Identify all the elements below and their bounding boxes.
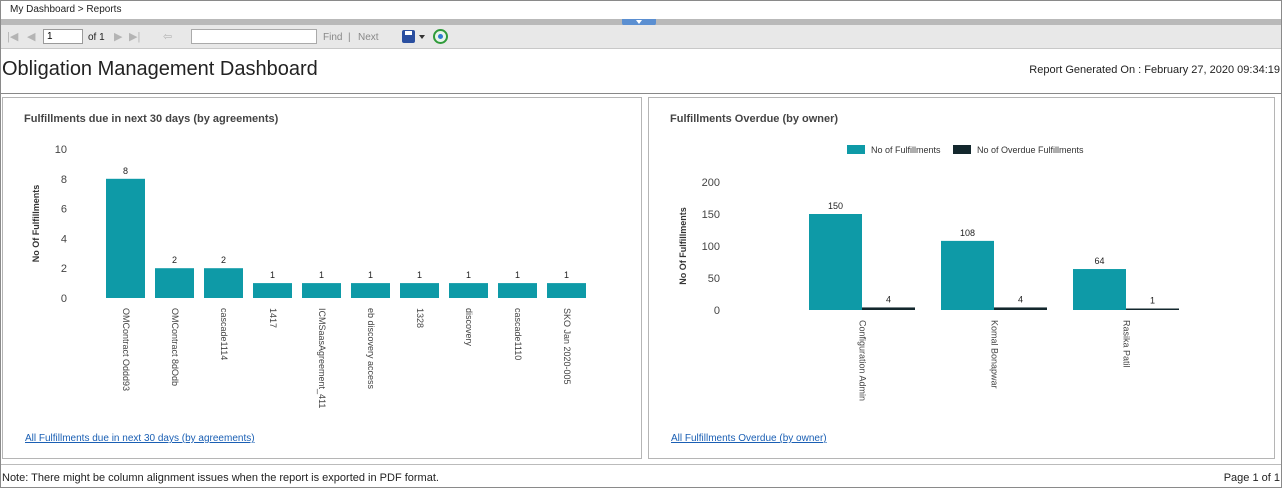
refresh-icon[interactable]	[433, 29, 448, 44]
bar	[351, 283, 390, 298]
panel-title: Fulfillments due in next 30 days (by agr…	[24, 113, 279, 125]
panel-title: Fulfillments Overdue (by owner)	[670, 113, 839, 125]
bar	[400, 283, 439, 298]
page-indicator: Page 1 of 1	[1223, 472, 1280, 484]
y-tick-label: 0	[714, 305, 720, 317]
x-tick-label: 1328	[415, 308, 425, 328]
y-axis-label: No Of Fulfillments	[31, 185, 41, 263]
data-label: 1	[564, 270, 569, 280]
x-tick-label: Rasika Patil	[1122, 320, 1132, 368]
owners-report-link[interactable]: All Fulfillments Overdue (by owner)	[671, 433, 827, 444]
bar	[862, 307, 915, 310]
legend-label: No of Fulfillments	[871, 145, 941, 155]
back-icon[interactable]: ⇦	[163, 31, 173, 43]
data-label: 1	[319, 270, 324, 280]
y-tick-label: 200	[702, 177, 720, 189]
x-tick-label: Configuration Admin	[858, 320, 868, 401]
bar	[547, 283, 586, 298]
collapse-toggle[interactable]	[622, 19, 656, 26]
x-tick-label: discovery	[464, 308, 474, 347]
bar	[253, 283, 292, 298]
bar	[302, 283, 341, 298]
bar	[449, 283, 488, 298]
data-label: 2	[172, 255, 177, 265]
x-tick-label: OMContract 8dOdb	[170, 308, 180, 386]
last-page-icon[interactable]: ▶|	[129, 31, 141, 43]
toolbar-separator: |	[348, 32, 351, 43]
owners-bar-chart: 0 50 100 150 200 No Of Fulfillments 150 4 Config…	[678, 145, 1179, 401]
chevron-down-icon[interactable]	[419, 35, 425, 39]
bar	[155, 268, 194, 298]
agreements-report-link[interactable]: All Fulfillments due in next 30 days (by…	[25, 433, 255, 444]
previous-page-icon[interactable]: ◀	[27, 31, 36, 43]
data-label: 1	[1150, 296, 1155, 306]
x-tick-label: eb discovery access	[366, 308, 376, 390]
bar	[106, 178, 145, 298]
y-tick-label: 6	[61, 204, 67, 216]
x-tick-label: cascade1114	[219, 308, 229, 360]
data-label: 150	[828, 201, 843, 211]
x-tick-label: ICMSaasAgreement_411	[317, 308, 327, 408]
bar	[1073, 269, 1126, 310]
y-tick-label: 10	[55, 144, 67, 156]
find-input[interactable]	[191, 29, 317, 44]
bar	[1126, 308, 1179, 310]
report-toolbar: |◀ ◀ of 1 ▶ ▶| ⇦ Find | Next	[1, 25, 1281, 49]
legend-label: No of Overdue Fulfillments	[977, 145, 1084, 155]
x-tick-label: OMContract Oddd93	[121, 308, 131, 391]
data-label: 1	[417, 270, 422, 280]
data-label: 2	[221, 255, 226, 265]
data-label: 8	[123, 166, 128, 176]
footer-divider	[1, 464, 1281, 465]
x-tick-label: 1417	[268, 308, 278, 328]
owners-panel: Fulfillments Overdue (by owner) 0 50 100 15…	[648, 97, 1275, 459]
y-tick-label: 4	[61, 233, 67, 245]
x-tick-label: cascade1110	[513, 308, 523, 360]
bar	[204, 268, 243, 298]
chevron-down-icon	[636, 20, 642, 24]
data-label: 64	[1094, 256, 1104, 266]
data-label: 1	[466, 270, 471, 280]
first-page-icon[interactable]: |◀	[7, 31, 19, 43]
next-link[interactable]: Next	[358, 32, 379, 43]
page-number-input[interactable]	[43, 29, 83, 44]
bar	[994, 307, 1047, 310]
save-icon[interactable]	[402, 30, 415, 43]
data-label: 1	[270, 270, 275, 280]
breadcrumb[interactable]: My Dashboard > Reports	[10, 4, 122, 15]
data-label: 4	[1018, 294, 1023, 304]
data-label: 1	[515, 270, 520, 280]
y-tick-label: 50	[708, 273, 720, 285]
find-link[interactable]: Find	[323, 32, 343, 43]
data-label: 1	[368, 270, 373, 280]
legend-swatch	[847, 145, 865, 154]
y-tick-label: 2	[61, 263, 67, 275]
y-tick-label: 150	[702, 209, 720, 221]
bar	[941, 240, 994, 310]
title-divider	[1, 93, 1281, 94]
report-generated-on: Report Generated On : February 27, 2020 …	[1029, 64, 1280, 76]
data-label: 4	[886, 294, 891, 304]
legend-swatch	[953, 145, 971, 154]
y-tick-label: 0	[61, 293, 67, 305]
agreements-bar-chart: 0 2 4 6 8 10 No Of Fulfillments 8 OMContract Odd…	[31, 144, 586, 408]
next-page-icon[interactable]: ▶	[114, 31, 123, 43]
y-tick-label: 8	[61, 174, 67, 186]
page-count-label: of 1	[88, 32, 105, 43]
y-axis-label: No Of Fulfillments	[678, 207, 688, 285]
x-tick-label: SKO Jan 2020-005	[562, 308, 572, 385]
export-note: Note: There might be column alignment is…	[2, 472, 439, 484]
y-tick-label: 100	[702, 241, 720, 253]
bar	[809, 214, 862, 310]
x-tick-label: Komal Bonapwar	[990, 320, 1000, 389]
bar	[498, 283, 537, 298]
data-label: 108	[960, 228, 975, 238]
page-title: Obligation Management Dashboard	[2, 58, 318, 80]
agreements-panel: Fulfillments due in next 30 days (by agr…	[2, 97, 642, 459]
